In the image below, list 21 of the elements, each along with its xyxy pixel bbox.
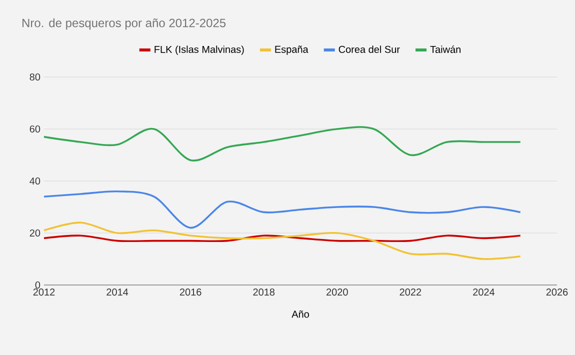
legend-label: Taiwán — [430, 46, 460, 53]
x-tick-label: 2024 — [473, 288, 495, 296]
x-tick-label: 2022 — [400, 288, 422, 296]
y-tick-label: 0 — [35, 281, 40, 289]
line-series — [43, 190, 522, 229]
y-tick-label: 60 — [30, 125, 40, 133]
legend-label: FLK (Islas Malvinas) — [154, 46, 244, 55]
x-tick-label: 2018 — [253, 288, 275, 296]
x-axis-title: Año — [292, 310, 309, 318]
x-tick-label: 2016 — [180, 288, 202, 296]
x-tick-label: 2020 — [326, 288, 348, 296]
y-tick-label: 20 — [30, 229, 40, 237]
line-series — [43, 222, 522, 260]
y-tick-label: 40 — [30, 177, 40, 185]
x-tick-label: 2012 — [33, 288, 55, 296]
x-tick-label: 2014 — [106, 288, 128, 296]
x-tick-label: 2026 — [546, 288, 568, 296]
y-tick-label: 80 — [30, 73, 40, 81]
legend-label: Corea del Sur — [338, 46, 400, 53]
legend-label: España — [275, 46, 308, 55]
chart-title: Nro. de pesqueros por año 2012-2025 — [22, 18, 226, 30]
